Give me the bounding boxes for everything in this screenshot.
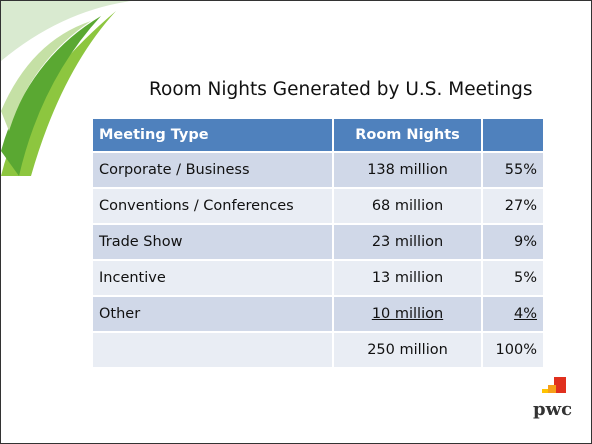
table-row: 250 million 100% [93, 333, 543, 369]
swoosh [1, 16, 101, 176]
table-row: Trade Show 23 million 9% [93, 225, 543, 261]
header-cell: Meeting Type [93, 119, 332, 151]
cell-text: 23 million [371, 234, 444, 250]
header-cell: Room Nights [334, 119, 481, 151]
header-row: Meeting Type Room Nights [93, 119, 543, 153]
table: Meeting Type Room Nights Corporate / Busin… [93, 119, 543, 369]
cell-text: 250 million [367, 342, 448, 358]
table-row: Corporate / Business 138 million 55% [93, 153, 543, 189]
swoosh [1, 1, 131, 61]
logo-block [548, 385, 556, 393]
cell-text: Other [99, 306, 141, 322]
table-cell: 5% [483, 261, 543, 295]
table-cell: Trade Show [93, 225, 332, 259]
table-row: Other 10 million 4% [93, 297, 543, 333]
cell-text: 9% [513, 234, 537, 250]
logo-text: pwc [533, 399, 573, 420]
cell-text: 13 million [371, 270, 444, 286]
cell-text: 4% [513, 306, 537, 322]
cell-text: 138 million [367, 162, 448, 178]
table-cell: 10 million [334, 297, 481, 331]
cell-text: Trade Show [99, 234, 183, 250]
table-cell: Other [93, 297, 332, 331]
cell-text: 100% [495, 342, 537, 358]
cell-text: 27% [504, 198, 537, 214]
table-cell: 27% [483, 189, 543, 223]
cell-text: Incentive [99, 270, 166, 286]
table-row: Conventions / Conferences 68 million 27% [93, 189, 543, 225]
table-cell: Conventions / Conferences [93, 189, 332, 223]
table-cell: 9% [483, 225, 543, 259]
cell-text: Conventions / Conferences [99, 198, 294, 214]
table-cell: 138 million [334, 153, 481, 187]
table-cell: Corporate / Business [93, 153, 332, 187]
table-cell [93, 333, 332, 367]
table-cell: 23 million [334, 225, 481, 259]
table-cell: 13 million [334, 261, 481, 295]
table-cell: Incentive [93, 261, 332, 295]
swoosh [1, 21, 91, 131]
slide-title: Room Nights Generated by U.S. Meetings [149, 79, 533, 100]
cell-text: 5% [513, 270, 537, 286]
cell-text: Corporate / Business [99, 162, 250, 178]
cell-text: 68 million [371, 198, 444, 214]
table-cell: 55% [483, 153, 543, 187]
table-row: Incentive 13 million 5% [93, 261, 543, 297]
table-cell: 100% [483, 333, 543, 367]
table-cell: 68 million [334, 189, 481, 223]
table-cell: 4% [483, 297, 543, 331]
cell-text: 10 million [371, 306, 444, 322]
logo-block [554, 377, 566, 393]
header-cell [483, 119, 543, 151]
logo-block [542, 389, 548, 393]
cell-text: 55% [504, 162, 537, 178]
table-cell: 250 million [334, 333, 481, 367]
